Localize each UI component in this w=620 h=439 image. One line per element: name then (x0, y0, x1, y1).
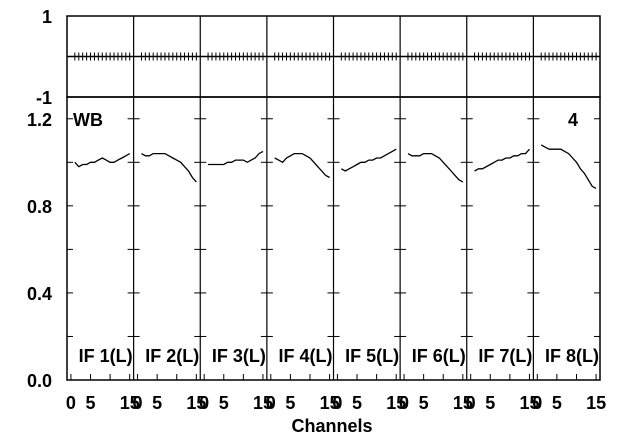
x-axis-label: Channels (291, 416, 372, 436)
x-tick-label: 0 (66, 393, 76, 413)
series-label-if-4: IF 4(L) (279, 346, 333, 366)
x-tick-label: 5 (352, 393, 362, 413)
x-tick-label: 5 (219, 393, 229, 413)
series-label-if-1: IF 1(L) (79, 346, 133, 366)
bottom-y-tick-label: 0.8 (27, 197, 52, 217)
series-line-if-5 (340, 148, 397, 172)
bottom-y-tick-label: 0.4 (27, 284, 52, 304)
x-tick-label: 15 (386, 393, 406, 413)
series-label-if-6: IF 6(L) (412, 346, 466, 366)
top-y-tick-label: -1 (36, 88, 52, 108)
x-tick-label: 15 (453, 393, 473, 413)
x-tick-label: 5 (552, 393, 562, 413)
series-label-if-2: IF 2(L) (145, 346, 199, 366)
top-y-tick-label: 1 (42, 7, 52, 27)
x-tick-label: 0 (199, 393, 209, 413)
bottom-y-tick-label: 0.0 (27, 371, 52, 391)
series-lines (74, 144, 597, 189)
series-label-if-5: IF 5(L) (345, 346, 399, 366)
series-line-if-3 (208, 150, 264, 166)
bottom-y-tick-label: 1.2 (27, 110, 52, 130)
series-label-if-7: IF 7(L) (478, 346, 532, 366)
plot-frames (66, 15, 601, 381)
series-line-if-6 (407, 152, 464, 183)
series-line-if-2 (141, 152, 197, 183)
series-line-if-1 (74, 153, 131, 168)
x-tick-label: 5 (152, 393, 162, 413)
series-line-if-7 (474, 148, 530, 172)
series-label-if-3: IF 3(L) (212, 346, 266, 366)
x-tick-label: 15 (320, 393, 340, 413)
x-tick-label: 15 (519, 393, 539, 413)
x-tick-label: 0 (266, 393, 276, 413)
x-tick-label: 5 (419, 393, 429, 413)
chart-labels: 1-10.00.40.81.20 5 150 5 150 5 150 5 150 5 150 5 150… (27, 7, 606, 413)
x-tick-label: 15 (586, 393, 606, 413)
x-tick-label: 0 (133, 393, 143, 413)
series-label-if-8: IF 8(L) (545, 346, 599, 366)
axis-ticks (67, 15, 600, 381)
series-line-if-4 (274, 152, 330, 179)
x-tick-label: 15 (186, 393, 206, 413)
x-tick-label: 5 (485, 393, 495, 413)
x-tick-label: 0 (532, 393, 542, 413)
series-line-if-8 (540, 144, 597, 189)
x-tick-label: 0 (399, 393, 409, 413)
x-tick-label: 5 (285, 393, 295, 413)
x-tick-label: 15 (120, 393, 140, 413)
corner-label-left: WB (73, 110, 103, 130)
x-tick-label: 5 (86, 393, 96, 413)
corner-label-right: 4 (568, 110, 578, 130)
x-tick-label: 15 (253, 393, 273, 413)
x-tick-label: 0 (466, 393, 476, 413)
x-tick-label: 0 (332, 393, 342, 413)
